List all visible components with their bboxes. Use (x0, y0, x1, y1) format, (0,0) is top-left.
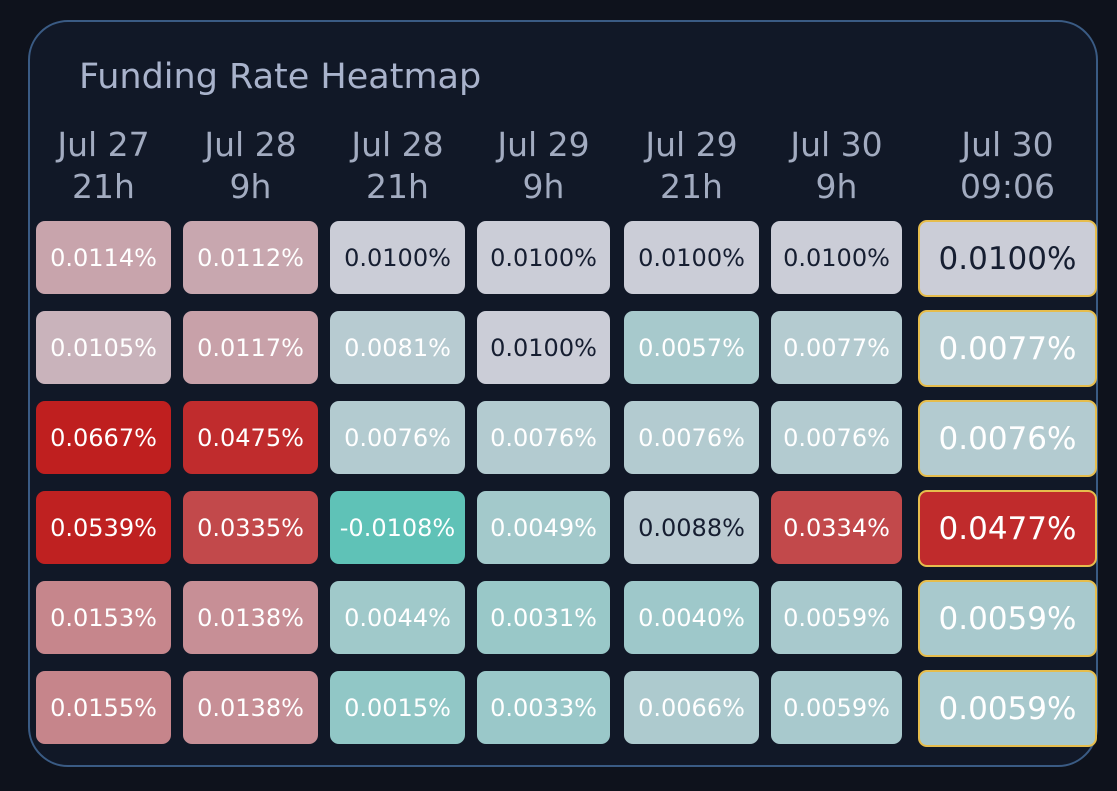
heatmap-cell[interactable]: 0.0153% (36, 581, 171, 654)
column-header-date: Jul 30 (790, 125, 883, 164)
column-header-time: 21h (72, 167, 135, 206)
heatmap-cell[interactable]: 0.0066% (624, 671, 759, 744)
column-header-date: Jul 29 (497, 125, 590, 164)
column-header-date: Jul 27 (57, 125, 150, 164)
heatmap-cell[interactable]: 0.0100% (477, 221, 610, 294)
column-header-time: 9h (229, 167, 272, 206)
column-header: Jul 28 9h (183, 124, 318, 208)
column-header: Jul 28 21h (330, 124, 465, 208)
column-header: Jul 30 9h (771, 124, 902, 208)
heatmap-cell[interactable]: 0.0114% (36, 221, 171, 294)
heatmap-cell[interactable]: 0.0059% (771, 581, 902, 654)
heatmap-cell[interactable]: 0.0100% (624, 221, 759, 294)
column-header-time: 9h (815, 167, 858, 206)
heatmap-cell[interactable]: 0.0040% (624, 581, 759, 654)
heatmap-cell[interactable]: 0.0076% (624, 401, 759, 474)
column-header-date: Jul 30 (961, 125, 1054, 164)
heatmap-cell[interactable]: 0.0076% (477, 401, 610, 474)
heatmap-cell[interactable]: 0.0155% (36, 671, 171, 744)
column-header-date: Jul 28 (204, 125, 297, 164)
column-header: Jul 29 9h (477, 124, 610, 208)
column-header-time: 21h (660, 167, 723, 206)
heatmap-cell[interactable]: 0.0138% (183, 581, 318, 654)
heatmap-cell-current[interactable]: 0.0059% (918, 580, 1097, 657)
heatmap-cell-current[interactable]: 0.0059% (918, 670, 1097, 747)
heatmap-cell[interactable]: 0.0112% (183, 221, 318, 294)
heatmap-cell[interactable]: 0.0044% (330, 581, 465, 654)
heatmap-cell-current[interactable]: 0.0076% (918, 400, 1097, 477)
heatmap-cell[interactable]: -0.0108% (330, 491, 465, 564)
heatmap-cell[interactable]: 0.0667% (36, 401, 171, 474)
heatmap-cell[interactable]: 0.0117% (183, 311, 318, 384)
heatmap-cell[interactable]: 0.0059% (771, 671, 902, 744)
heatmap-cell[interactable]: 0.0100% (330, 221, 465, 294)
heatmap-cell[interactable]: 0.0100% (771, 221, 902, 294)
heatmap-cell[interactable]: 0.0100% (477, 311, 610, 384)
column-header-time: 9h (522, 167, 565, 206)
column-header-date: Jul 28 (351, 125, 444, 164)
heatmap-cell[interactable]: 0.0105% (36, 311, 171, 384)
heatmap-cell-current[interactable]: 0.0100% (918, 220, 1097, 297)
heatmap-cell[interactable]: 0.0076% (771, 401, 902, 474)
heatmap-cell[interactable]: 0.0335% (183, 491, 318, 564)
heatmap-cell[interactable]: 0.0088% (624, 491, 759, 564)
column-header-time: 09:06 (959, 167, 1056, 206)
heatmap-cell[interactable]: 0.0049% (477, 491, 610, 564)
column-header-date: Jul 29 (645, 125, 738, 164)
heatmap-cell[interactable]: 0.0475% (183, 401, 318, 474)
heatmap-cell[interactable]: 0.0033% (477, 671, 610, 744)
page-title: Funding Rate Heatmap (79, 57, 482, 97)
heatmap-cell[interactable]: 0.0081% (330, 311, 465, 384)
heatmap-cell[interactable]: 0.0015% (330, 671, 465, 744)
heatmap-cell[interactable]: 0.0539% (36, 491, 171, 564)
heatmap-cell[interactable]: 0.0031% (477, 581, 610, 654)
column-header: Jul 29 21h (624, 124, 759, 208)
heatmap-cell[interactable]: 0.0138% (183, 671, 318, 744)
heatmap-cell[interactable]: 0.0076% (330, 401, 465, 474)
heatmap-cell[interactable]: 0.0334% (771, 491, 902, 564)
column-header-time: 21h (366, 167, 429, 206)
heatmap-cell[interactable]: 0.0077% (771, 311, 902, 384)
column-header: Jul 27 21h (36, 124, 171, 208)
heatmap-cell-current[interactable]: 0.0077% (918, 310, 1097, 387)
column-header: Jul 30 09:06 (918, 124, 1097, 208)
heatmap-cell[interactable]: 0.0057% (624, 311, 759, 384)
heatmap-cell-current[interactable]: 0.0477% (918, 490, 1097, 567)
